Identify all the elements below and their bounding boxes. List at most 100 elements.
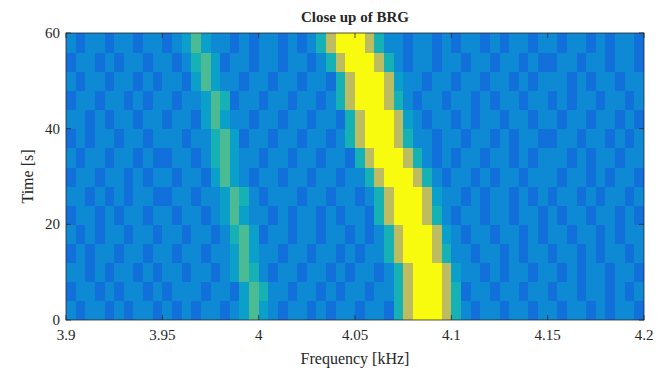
cell [596, 33, 606, 53]
cell [567, 167, 577, 187]
cell [605, 71, 615, 91]
cell [201, 224, 211, 244]
cell [230, 301, 240, 320]
cell [182, 110, 192, 130]
cell [345, 224, 355, 244]
cell [538, 263, 548, 283]
cell [297, 129, 307, 149]
cell [239, 243, 249, 263]
cell [288, 110, 298, 130]
cell [297, 90, 307, 110]
y-tick-right [639, 33, 644, 34]
x-tick-top [451, 33, 452, 38]
cell [413, 282, 423, 302]
cell [403, 148, 413, 168]
cell [365, 186, 375, 206]
cell [577, 110, 587, 130]
cell [548, 301, 558, 320]
cell [365, 243, 375, 263]
cell [105, 282, 115, 302]
cell [307, 167, 317, 187]
cell [519, 167, 529, 187]
cell [509, 186, 519, 206]
cell [105, 243, 115, 263]
cell [615, 243, 625, 263]
cell [316, 301, 326, 320]
cell [336, 71, 346, 91]
cell [451, 90, 461, 110]
cell [480, 167, 490, 187]
cell [355, 186, 365, 206]
cell [413, 129, 423, 149]
cell [615, 224, 625, 244]
cell [577, 224, 587, 244]
cell [336, 129, 346, 149]
cell [85, 90, 95, 110]
cell [211, 224, 221, 244]
cell [413, 263, 423, 283]
cell [442, 90, 452, 110]
cell [586, 110, 596, 130]
cell [355, 243, 365, 263]
cell [230, 186, 240, 206]
cell [471, 129, 481, 149]
cell [133, 282, 143, 302]
cell [625, 301, 635, 320]
cell [374, 129, 384, 149]
cell [519, 52, 529, 72]
cell [124, 129, 134, 149]
cell [596, 110, 606, 130]
cell [268, 110, 278, 130]
cell [172, 129, 182, 149]
cell [442, 186, 452, 206]
cell [249, 52, 259, 72]
cell [239, 282, 249, 302]
cell [461, 71, 471, 91]
cell [114, 110, 124, 130]
cell [191, 129, 201, 149]
cell [230, 167, 240, 187]
cell [268, 186, 278, 206]
cell [336, 263, 346, 283]
cell [586, 148, 596, 168]
y-tick-label: 20 [45, 216, 60, 232]
cell [413, 205, 423, 225]
cell [625, 110, 635, 130]
cell [577, 33, 587, 53]
cell [249, 205, 259, 225]
cell [394, 186, 404, 206]
cell [471, 243, 481, 263]
cell [567, 282, 577, 302]
cell [220, 110, 230, 130]
cell [634, 129, 644, 149]
cell [461, 90, 471, 110]
cell [345, 186, 355, 206]
cell [500, 110, 510, 130]
y-tick-right [639, 128, 644, 129]
cell [432, 167, 442, 187]
cell [605, 301, 615, 320]
cell [500, 301, 510, 320]
cell [105, 148, 115, 168]
cell [153, 148, 163, 168]
y-tick [66, 224, 71, 225]
cell [316, 205, 326, 225]
cell [76, 205, 86, 225]
cell [345, 243, 355, 263]
cell [105, 301, 115, 320]
cell [625, 129, 635, 149]
cell [615, 186, 625, 206]
cell [268, 301, 278, 320]
cell [133, 186, 143, 206]
cell [249, 167, 259, 187]
cell [230, 282, 240, 302]
cell [490, 301, 500, 320]
cell [615, 52, 625, 72]
cell [625, 148, 635, 168]
cell [162, 129, 172, 149]
cell [422, 71, 432, 91]
cell [615, 71, 625, 91]
cell [124, 90, 134, 110]
cell [133, 33, 143, 53]
cell [66, 263, 76, 283]
